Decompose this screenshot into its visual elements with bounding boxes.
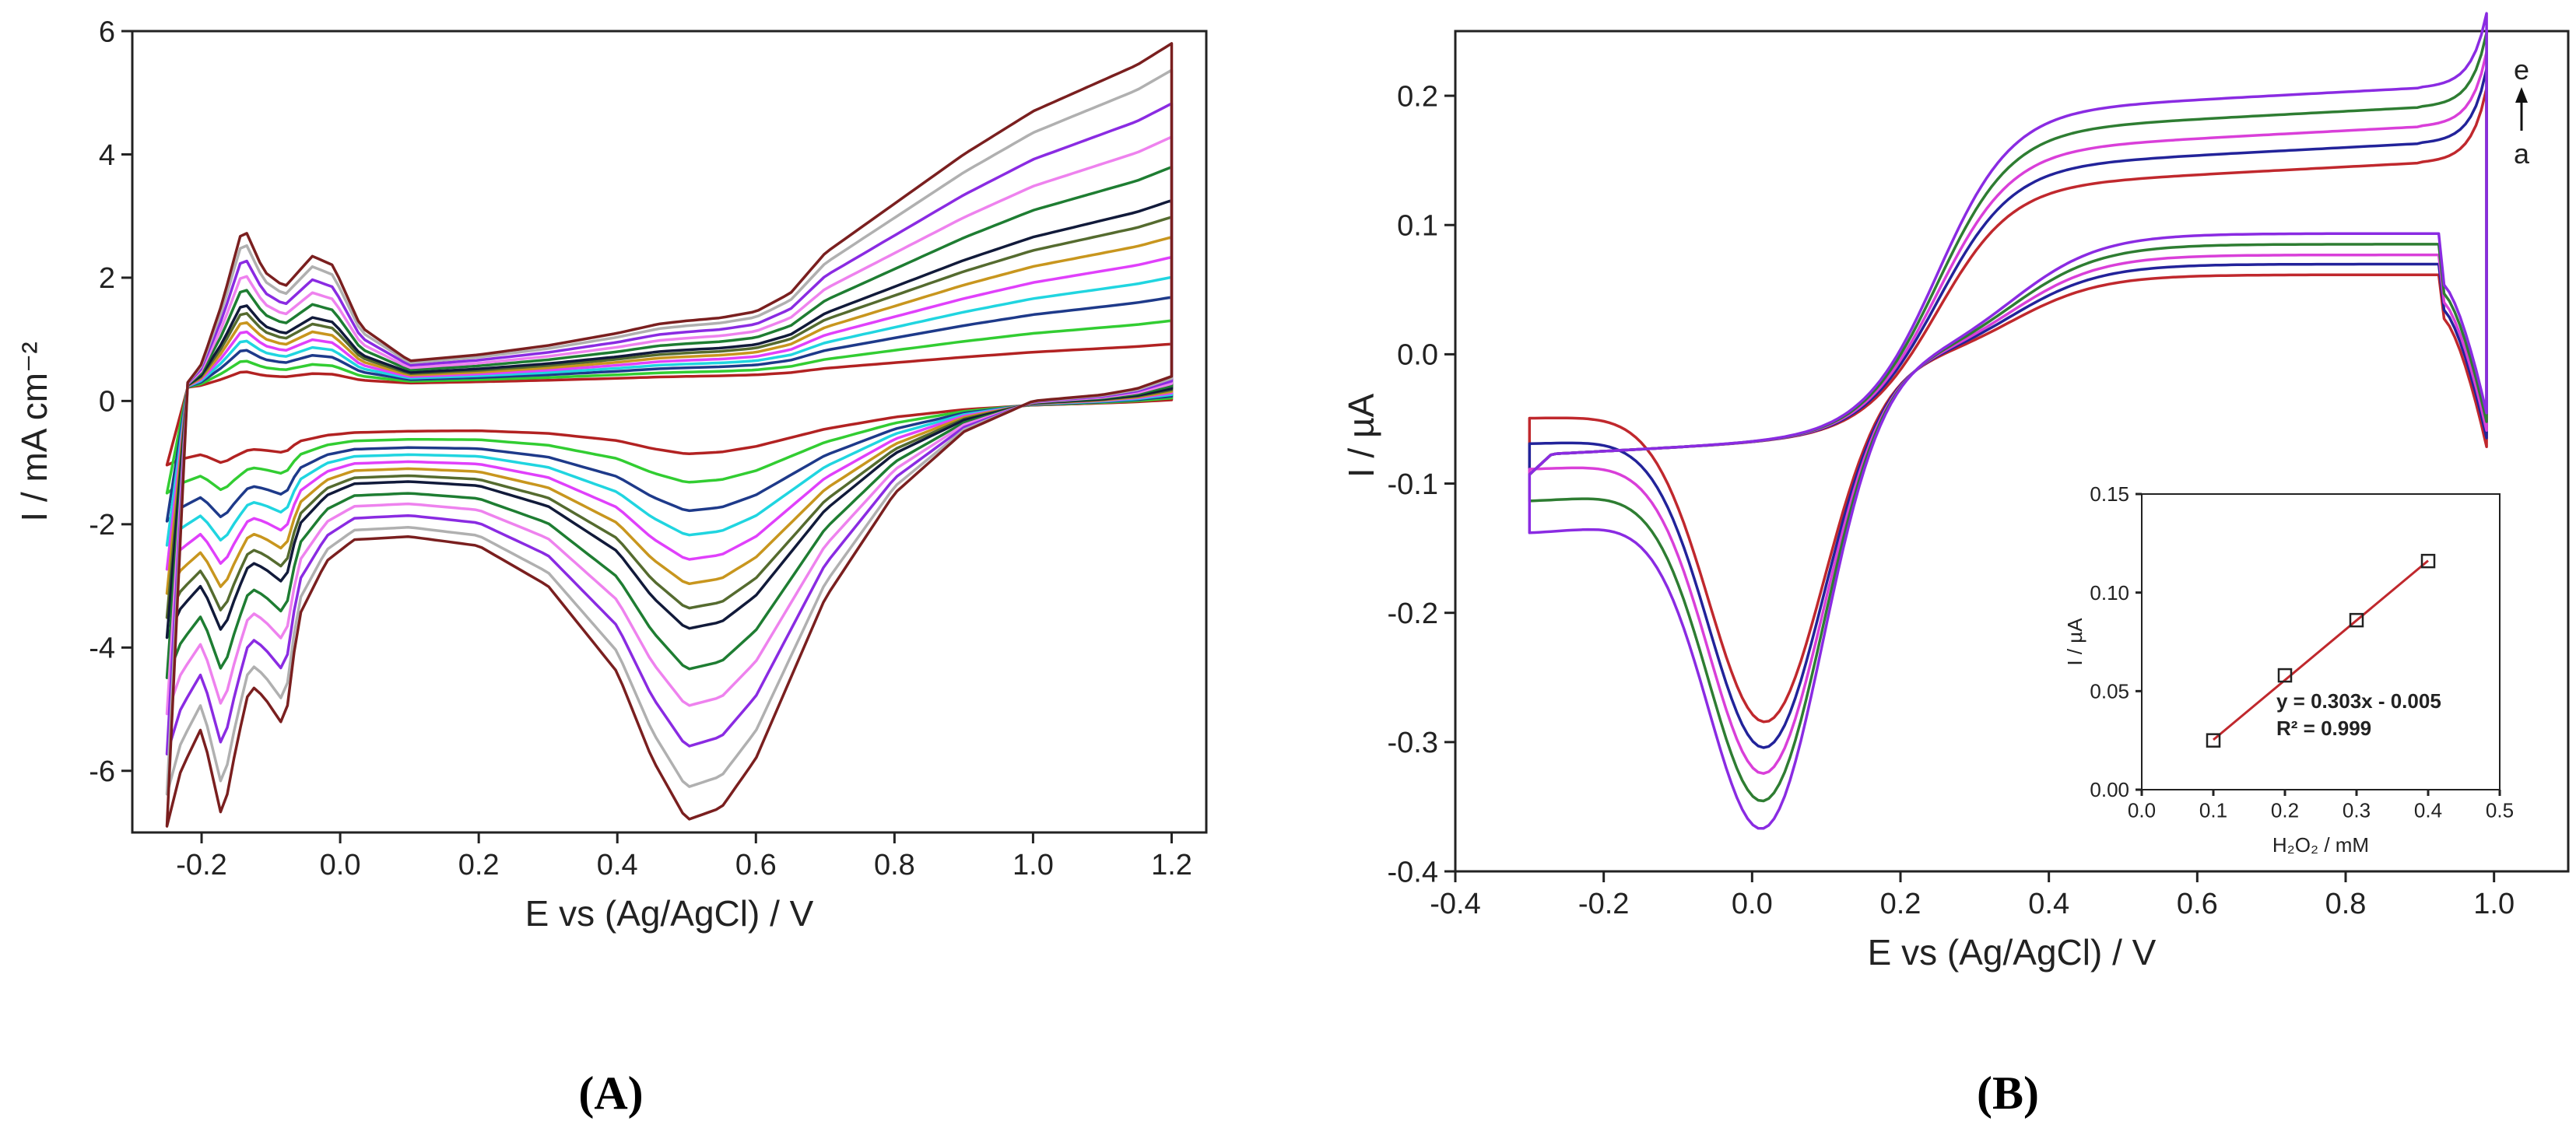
inset-y-axis: 0.00 0.05 0.10 0.15 — [2090, 482, 2142, 801]
panel-a-label: (A) — [578, 1067, 643, 1119]
arrow-label-bottom: a — [2514, 138, 2530, 170]
y-tick-label: 0.05 — [2090, 679, 2129, 703]
inset-y-axis-title: I / µA — [2063, 618, 2086, 666]
panel-b: -0.4 -0.2 0.0 0.2 0.4 0.6 0.8 1.0 -0.4-0.3-0.2-… — [1341, 12, 2570, 1119]
y-tick-label: 2 — [99, 262, 115, 295]
panel-a-series-line-1 — [165, 342, 1174, 467]
y-tick-label: -0.3 — [1388, 727, 1438, 759]
x-tick-label: 0.0 — [320, 849, 361, 881]
panel-a-x-axis: -0.2 0.0 0.2 0.4 0.6 0.8 1.0 1.2 — [176, 832, 1192, 881]
y-tick-label: 4 — [99, 139, 115, 172]
inset-data-point — [2420, 553, 2436, 569]
panel-b-series-line-e — [1528, 12, 2488, 830]
x-tick-label: 0.0 — [1732, 888, 1773, 920]
inset-data-group — [2206, 553, 2436, 748]
y-tick-label: -0.2 — [1388, 598, 1438, 630]
panel-a-series-line-8 — [165, 198, 1174, 640]
y-tick-label: 0.1 — [1397, 210, 1438, 243]
y-tick-label: 0.10 — [2090, 581, 2129, 605]
inset-fit-equation: y = 0.303x - 0.005 — [2276, 689, 2441, 713]
panel-a-series-line-2 — [165, 319, 1174, 495]
x-tick-label: 0.3 — [2343, 798, 2371, 822]
y-tick-label: 0.15 — [2090, 482, 2129, 506]
inset-x-axis-title: H₂O₂ / mM — [2272, 833, 2369, 857]
y-tick-label: -0.4 — [1388, 856, 1438, 888]
x-tick-label: 0.6 — [735, 849, 777, 881]
panel-a-series-line-10 — [165, 135, 1174, 716]
x-tick-label: 0.6 — [2177, 888, 2218, 920]
x-tick-label: 0.0 — [2128, 798, 2156, 822]
inset-plot-frame — [2141, 493, 2501, 790]
panel-a-series-line-11 — [165, 102, 1174, 755]
y-tick-label: 0 — [99, 386, 115, 419]
y-tick-label: 6 — [99, 16, 115, 48]
panel-a-series-line-5 — [165, 255, 1174, 571]
y-tick-label: -2 — [89, 509, 115, 541]
panel-b-y-axis: -0.4 -0.3 -0.2 -0.1 0.0 0.1 0.2 — [1388, 80, 1455, 888]
y-tick-label: -4 — [89, 633, 115, 665]
x-tick-label: 0.2 — [1880, 888, 1921, 920]
panel-a-series-line-12 — [165, 68, 1174, 796]
panel-b-label: (B) — [1977, 1067, 2039, 1119]
inset-fit-r-squared: R² = 0.999 — [2276, 717, 2371, 740]
panel-a-series-line-6 — [165, 236, 1174, 595]
panel-b-x-axis: -0.4 -0.2 0.0 0.2 0.4 0.6 0.8 1.0 — [1430, 871, 2515, 920]
panel-a-series-line-9 — [165, 165, 1174, 679]
x-tick-label: 0.8 — [874, 849, 915, 881]
x-tick-label: 1.0 — [2473, 888, 2515, 920]
x-tick-label: -0.2 — [176, 849, 226, 881]
panel-a-x-axis-title: E vs (Ag/AgCl) / V — [525, 893, 814, 934]
x-tick-label: 0.2 — [2271, 798, 2299, 822]
panel-b-y-axis-title: I / µA — [1341, 394, 1381, 478]
x-tick-label: 0.4 — [2414, 798, 2442, 822]
x-tick-label: 0.1 — [2199, 798, 2227, 822]
panel-a-series-line-13 — [165, 42, 1174, 828]
x-tick-label: -0.2 — [1578, 888, 1629, 920]
x-tick-label: -0.4 — [1430, 888, 1480, 920]
y-tick-label: 0.00 — [2090, 778, 2129, 801]
panel-a-y-axis-title: I / mA cm⁻² — [14, 342, 54, 521]
x-tick-label: 0.5 — [2486, 798, 2514, 822]
inset-data-point — [2277, 668, 2293, 683]
inset-fit-line — [2213, 559, 2429, 741]
panel-b-series-group — [1528, 12, 2488, 830]
concentration-arrowhead-icon — [2515, 87, 2528, 103]
panel-b-series-line-a — [1528, 86, 2488, 724]
panel-a-series-line-3 — [165, 296, 1174, 523]
panel-b-x-axis-title: E vs (Ag/AgCl) / V — [1868, 932, 2157, 973]
panel-a-series-line-7 — [165, 216, 1174, 619]
x-tick-label: 1.0 — [1013, 849, 1054, 881]
panel-a: -0.2 0.0 0.2 0.4 0.6 0.8 1.0 1.2 -6 -4 -2 0 2 4 6 E v… — [14, 16, 1208, 1119]
inset-x-axis: 0.0 0.1 0.2 0.3 0.4 0.5 — [2128, 790, 2514, 822]
x-tick-label: 1.2 — [1151, 849, 1192, 881]
inset-data-point — [2349, 612, 2364, 628]
x-tick-label: 0.4 — [597, 849, 638, 881]
panel-a-plot-frame — [131, 30, 1208, 834]
y-tick-label: 0.0 — [1397, 339, 1438, 372]
panel-a-y-axis: -6 -4 -2 0 2 4 6 — [89, 16, 132, 788]
panel-b-plot-frame — [1454, 30, 2570, 873]
arrow-label-top: e — [2514, 54, 2529, 86]
panel-a-series-group — [165, 42, 1174, 828]
y-tick-label: -6 — [89, 755, 115, 788]
y-tick-label: -0.1 — [1388, 468, 1438, 501]
x-tick-label: 0.8 — [2325, 888, 2367, 920]
calibration-inset: 0.0 0.1 0.2 0.3 0.4 0.5 0.00 0.05 0.10 0.15 H₂O₂… — [2063, 482, 2514, 857]
concentration-arrow-annotation: e a — [2514, 54, 2530, 170]
panel-a-series-line-4 — [165, 275, 1174, 547]
x-tick-label: 0.2 — [458, 849, 500, 881]
inset-data-point — [2206, 733, 2221, 748]
y-tick-label: 0.2 — [1397, 80, 1438, 113]
x-tick-label: 0.4 — [2028, 888, 2069, 920]
